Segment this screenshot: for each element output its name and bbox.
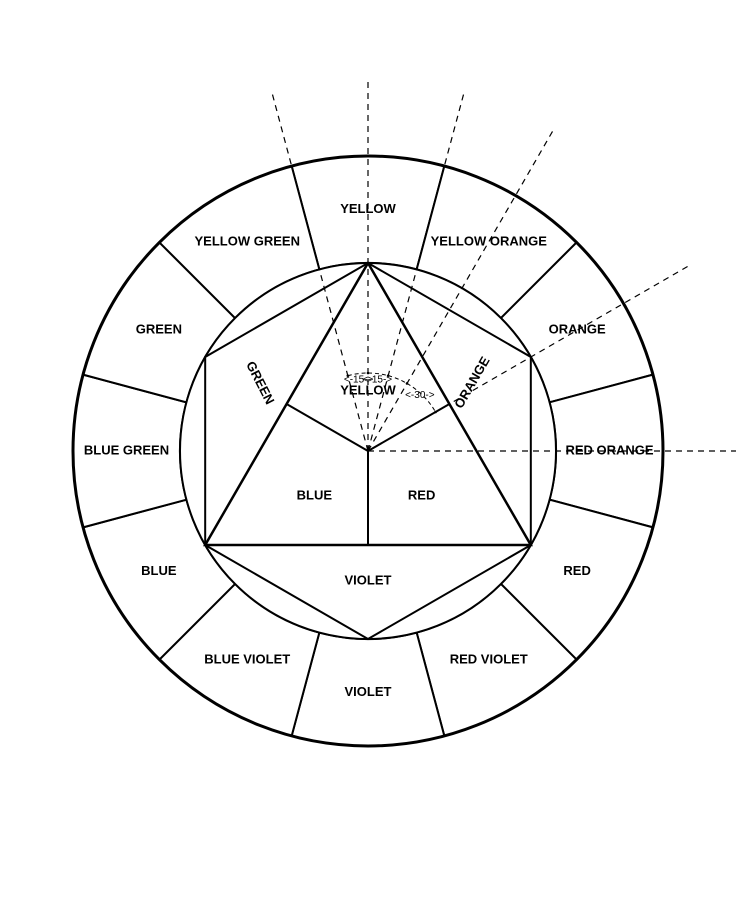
segment-label: YELLOW ORANGE — [431, 233, 548, 248]
segment-label: BLUE VIOLET — [204, 652, 290, 667]
segment-label: BLUE — [141, 563, 177, 578]
inner-primary-label: RED — [408, 487, 435, 502]
segment-label: ORANGE — [549, 322, 606, 337]
angle-tick — [434, 411, 437, 414]
segment-label: GREEN — [136, 322, 182, 337]
inner-primary-label: BLUE — [297, 487, 333, 502]
segment-label: YELLOW — [340, 201, 396, 216]
inner-secondary-label: VIOLET — [345, 572, 392, 587]
segment-label: YELLOW GREEN — [195, 233, 300, 248]
color-wheel-diagram: YELLOW YELLOW ORANGE ORANGE RED ORANGE RED RE… — [0, 0, 736, 903]
angle-annotation: <-15-> — [363, 374, 393, 385]
segment-label: BLUE GREEN — [84, 442, 169, 457]
angle-annotation: <-30-> — [405, 390, 435, 401]
segment-label: VIOLET — [345, 684, 392, 699]
segment-label: RED VIOLET — [450, 652, 528, 667]
segment-label: RED ORANGE — [565, 442, 653, 457]
angle-tick — [406, 382, 409, 385]
segment-label: RED — [563, 563, 590, 578]
